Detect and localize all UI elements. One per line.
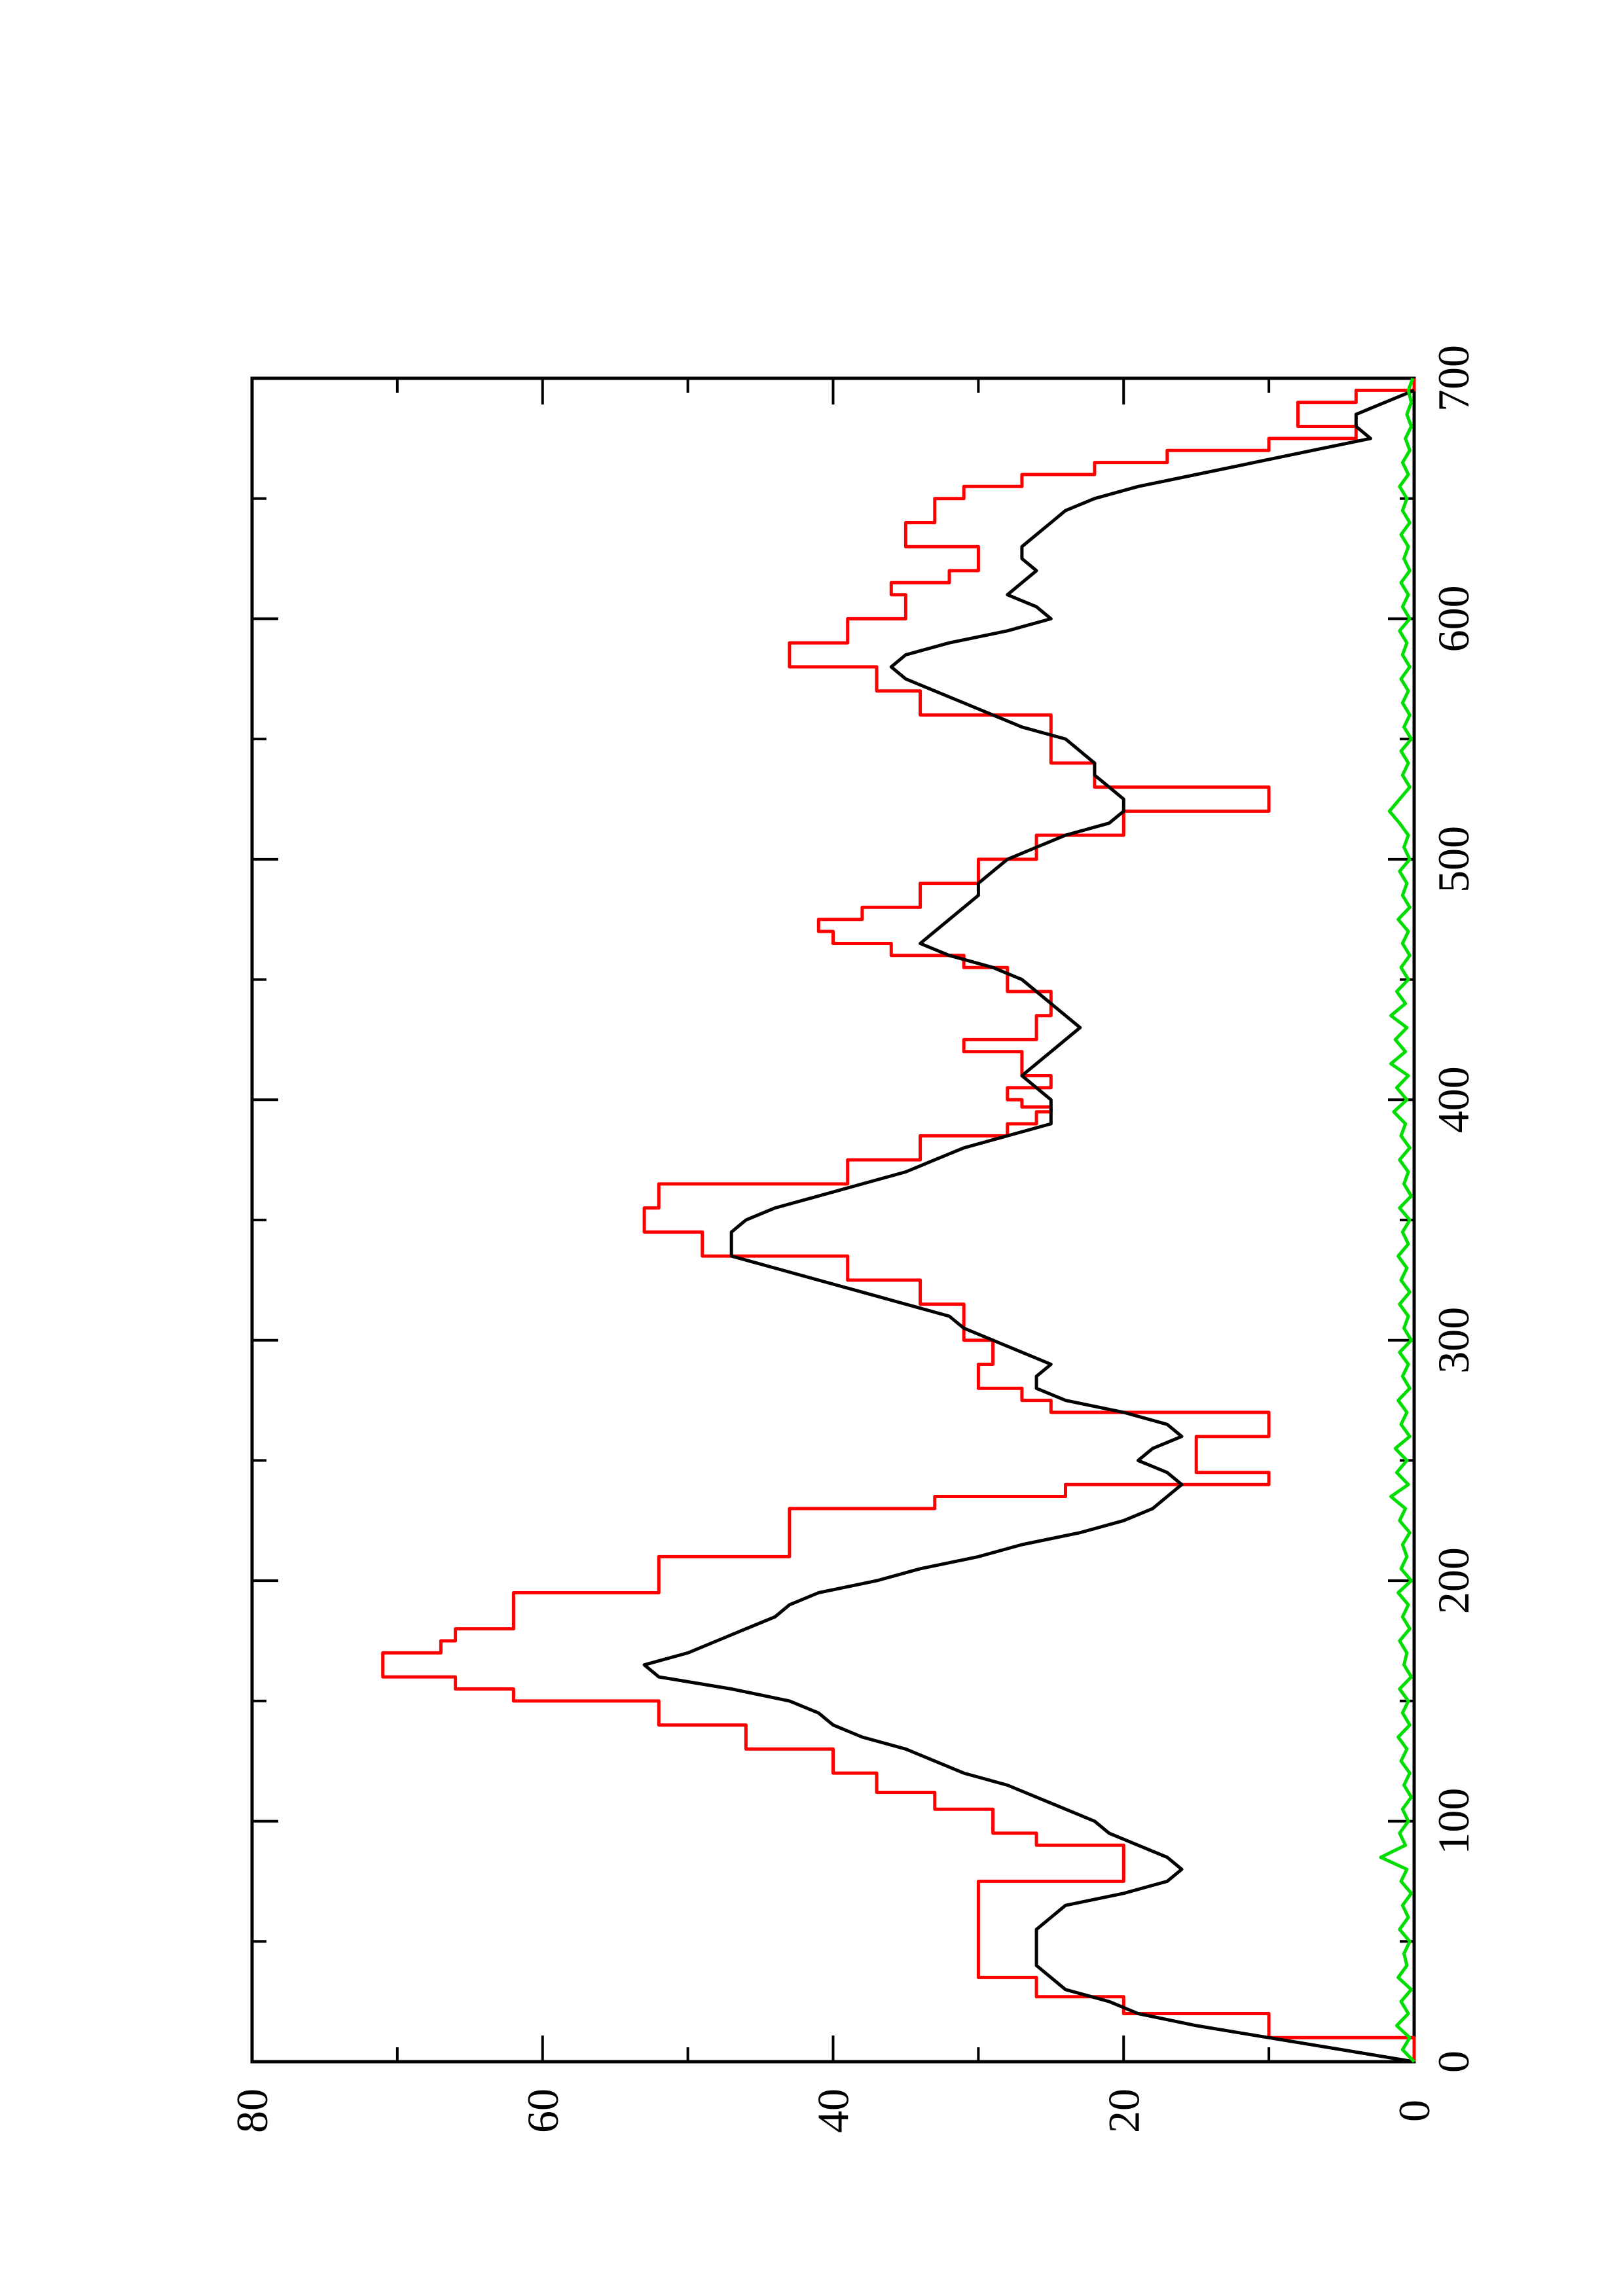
y-tick-label: 80	[227, 2089, 277, 2133]
red-series-line	[381, 378, 1416, 2062]
y-tick-label: 40	[809, 2089, 858, 2133]
black-series-line	[642, 389, 1415, 2064]
x-tick-label: 200	[1429, 1547, 1478, 1614]
y-tick-label: 60	[518, 2089, 568, 2133]
x-tick-label: 300	[1429, 1307, 1478, 1374]
y-tick-label: 0	[1389, 2100, 1439, 2122]
x-tick-label: 700	[1429, 345, 1478, 412]
plot-area: 0 100 200 300 400 500 600 700 0 20 40 60 80	[227, 345, 1478, 2133]
x-tick-label: 400	[1429, 1066, 1478, 1133]
green-series-line	[1379, 378, 1415, 2063]
x-tick-label: 100	[1429, 1788, 1478, 1855]
plot-frame	[250, 376, 1416, 2064]
x-tick-label: 600	[1429, 585, 1478, 652]
y-tick-label: 20	[1099, 2089, 1148, 2133]
x-tick-label: 500	[1429, 826, 1478, 893]
x-tick-label: 0	[1429, 2051, 1478, 2073]
